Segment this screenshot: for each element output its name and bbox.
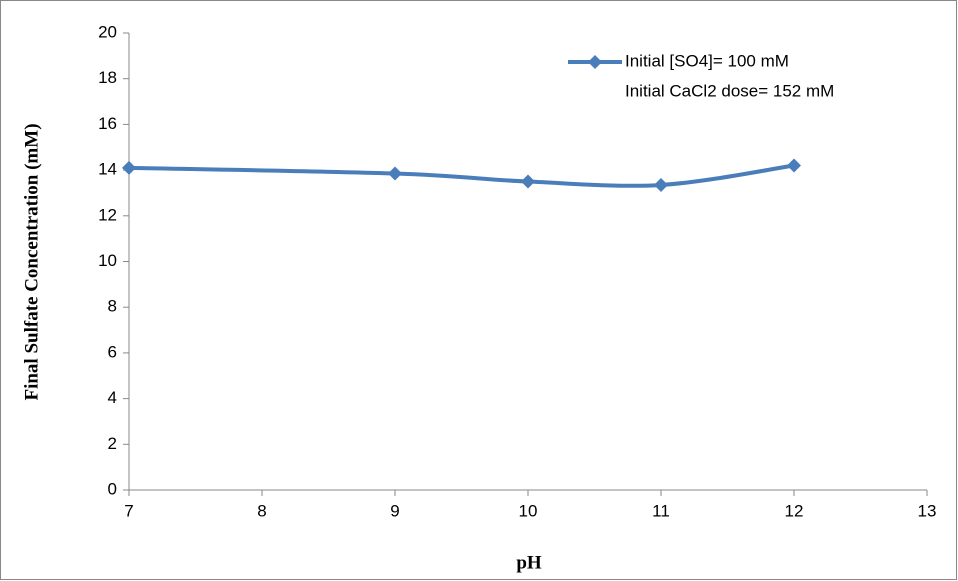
legend-label: Initial [SO4]= 100 mM [625, 51, 789, 70]
point [521, 174, 535, 189]
y-tick-label: 8 [108, 297, 117, 316]
y-tick-label: 0 [108, 479, 117, 498]
point [654, 177, 668, 192]
y-tick-label: 2 [108, 434, 117, 453]
point [122, 160, 136, 175]
y-tick-label: 16 [98, 114, 117, 133]
legend-annotation: Initial CaCl2 dose= 152 mM [625, 81, 834, 100]
y-axis-label: Final Sulfate Concentration (mM) [21, 123, 42, 400]
y-tick-label: 12 [98, 205, 117, 224]
y-tick-label: 4 [108, 388, 117, 407]
x-tick-label: 12 [785, 501, 804, 520]
series-line [128, 163, 795, 188]
legend-marker [588, 55, 602, 69]
x-tick-label: 10 [519, 501, 538, 520]
x-axis-label: pH [516, 552, 542, 573]
y-tick-label: 18 [98, 68, 117, 87]
x-tick-label: 7 [124, 501, 133, 520]
y-tick-label: 6 [108, 342, 117, 361]
point [787, 158, 801, 173]
x-tick-label: 8 [257, 501, 266, 520]
x-tick-label: 9 [390, 501, 399, 520]
x-tick-label: 11 [652, 501, 670, 520]
x-tick-label: 13 [918, 501, 937, 520]
y-tick-label: 20 [98, 22, 117, 41]
point [388, 166, 402, 181]
y-tick-label: 10 [98, 251, 117, 270]
y-tick-label: 14 [98, 160, 117, 179]
